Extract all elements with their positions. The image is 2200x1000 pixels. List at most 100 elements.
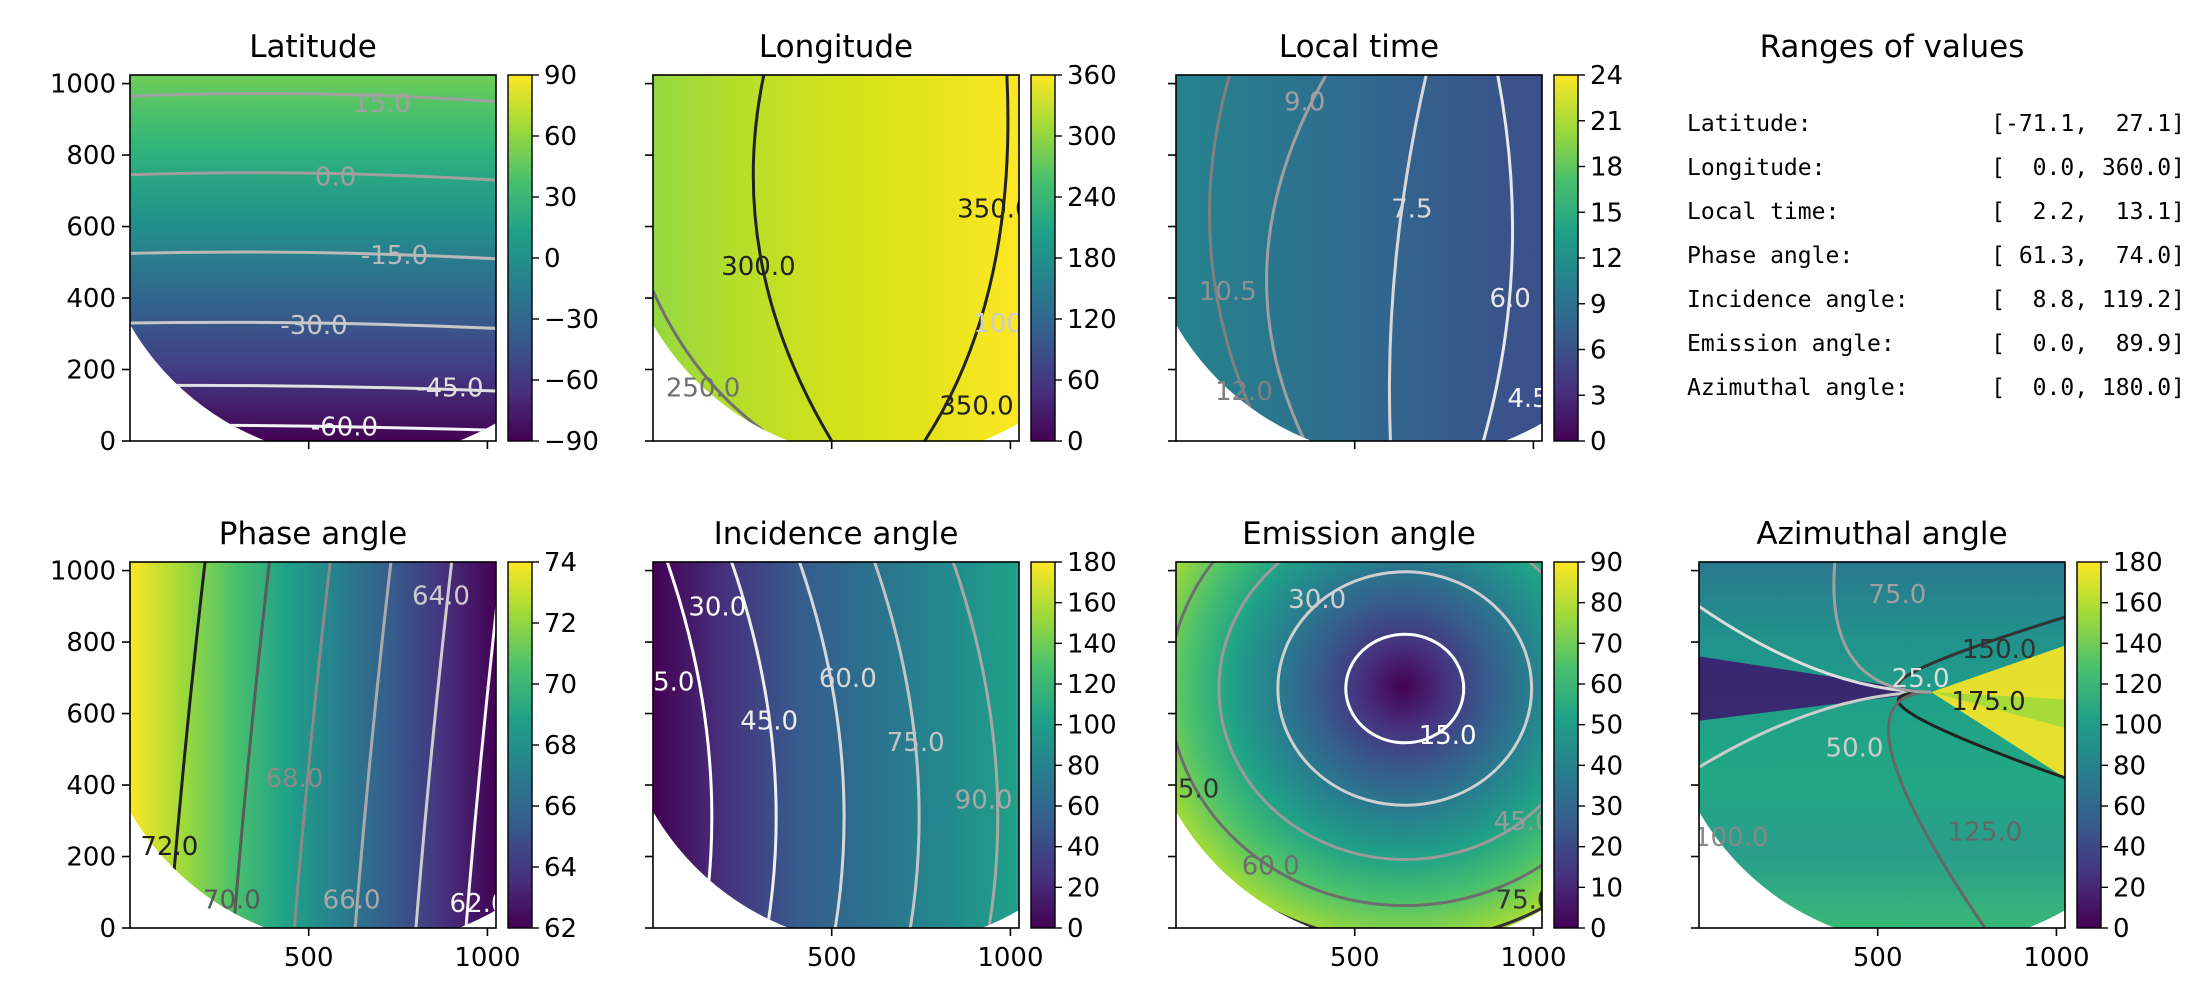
colorbar-tick-label: 40 [2113,833,2146,863]
contour-label: 100.0 [1694,823,1768,853]
contour-label: 60.0 [1242,851,1300,881]
panel-title: Latitude [249,29,377,65]
x-tick-label: 500 [807,943,857,973]
contour-label: 15.0 [637,667,695,697]
panel-title: Local time [1279,29,1439,65]
colorbar-tick-label: 90 [544,61,577,91]
axes-frame [652,74,1020,442]
colorbar-tick-label: 40 [1067,833,1100,863]
y-tick-label: 200 [66,356,116,386]
colorbar-tick-label: 80 [2113,751,2146,781]
contour-label: 45.0 [1494,807,1552,837]
contour-label: 0.0 [315,163,356,193]
range-value: [ 8.8, 119.2] [1991,287,2185,313]
contour-label: 50.0 [1826,734,1884,764]
contour-label: 64.0 [412,582,470,612]
colorbar-tick-label: 90 [1590,548,1623,578]
y-tick-label: 0 [99,427,116,457]
contour-line [751,75,833,441]
axes-frame [652,561,1020,929]
colorbar-tick-label: 60 [1590,670,1623,700]
contour-line [1897,690,2065,780]
heatmap-field [1176,562,1542,928]
contour-label: 60.0 [819,664,877,694]
contour-line [232,562,271,928]
range-value: [-71.1, 27.1] [1991,111,2185,137]
colorbar-tick-label: 120 [1067,305,1117,335]
range-label: Latitude: [1687,111,1812,137]
contour-line [1208,75,1267,441]
colorbar-tick-label: 68 [544,731,577,761]
ranges-panel: Ranges of values Latitude: [-71.1, 27.1] L… [1687,29,2185,401]
colorbar-tick-label: 18 [1590,153,1623,183]
contour-line [292,562,332,928]
panels: Latitude15.00.0-15.0-30.0-45.0-60.002004… [50,29,2163,973]
contour-label: 62.0 [450,889,508,919]
contour-line [1217,562,1542,862]
colorbar-tick-label: 24 [1590,61,1623,91]
contour-line [730,562,778,928]
contour-label: 30.0 [1288,585,1346,615]
colorbar-tick-label: 180 [1067,244,1117,274]
colorbar-tick-label: 80 [1067,751,1100,781]
y-tick-label: 1000 [50,70,116,100]
colorbar-tick-label: 20 [1590,833,1623,863]
colorbar-tick-label: 70 [544,670,577,700]
contour-line [464,562,496,928]
panel-title: Emission angle [1242,516,1476,552]
y-tick-label: 400 [66,284,116,314]
contour-line [130,171,496,182]
x-tick-label: 1000 [1500,943,1566,973]
contour-label: 4.5 [1507,384,1548,414]
colorbar [2076,561,2102,929]
contour-label: 90.0 [955,785,1013,815]
axes-frame [129,561,497,929]
y-tick-label: 800 [66,141,116,171]
colorbar-tick-label: 70 [1590,629,1623,659]
colorbar-tick-label: 60 [2113,792,2146,822]
colorbar-tick-label: 20 [2113,873,2146,903]
colorbar-tick-label: 74 [544,548,577,578]
contour-label: 45.0 [740,707,798,737]
contour-line [798,562,846,928]
y-tick-label: 1000 [50,557,116,587]
colorbar [507,561,533,929]
contour-line [1832,562,1932,694]
contour-label: 30.0 [688,592,746,622]
colorbar-tick-label: 360 [1067,61,1117,91]
range-label: Local time: [1687,199,1839,225]
colorbar-tick-label: 160 [1067,589,1117,619]
contour-label: 75.0 [887,728,945,758]
colorbar-tick-label: 0 [1067,914,1084,944]
colorbar-tick-label: 100 [2113,711,2163,741]
colorbar [1553,74,1579,442]
y-tick-label: 600 [66,213,116,243]
axes-frame [129,74,497,442]
colorbar-tick-label: 9 [1590,290,1607,320]
contour-label: 6.0 [1490,284,1531,314]
panel-emission-angle: Emission angle 30.0 15.0 75.0 60.0 45.0 75.0 50… [1161,516,1623,973]
colorbar-tick-label: 60 [1067,792,1100,822]
colorbar-tick-label: 80 [1590,589,1623,619]
x-tick-label: 1000 [977,943,1043,973]
contour-label: 75.0 [1161,775,1219,805]
contour-line [353,562,393,928]
contour-label: 250.0 [666,373,740,403]
contour-line [1481,75,1515,441]
contour-line [130,320,496,330]
contour-line [923,75,1010,441]
contour-line [1176,562,1542,908]
colorbar-tick-label: 0 [1590,427,1607,457]
panel-title: Incidence angle [714,516,959,552]
colorbar-tick-label: 15 [1590,198,1623,228]
heatmap-field [130,562,496,928]
contour-line [130,91,496,103]
colorbar-tick-label: 0 [1067,427,1084,457]
contour-line [1387,75,1428,441]
colorbar-tick-label: 140 [1067,629,1117,659]
heatmap-field [1176,75,1542,441]
colorbar-tick-label: 100 [1067,711,1117,741]
contour-label: 175.0 [1951,687,2025,717]
range-label: Phase angle: [1687,243,1853,269]
contour-line [414,562,454,928]
